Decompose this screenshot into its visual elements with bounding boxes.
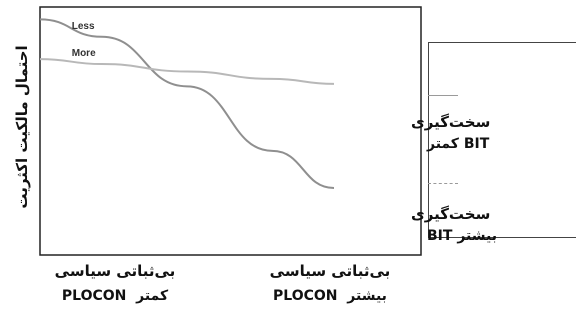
legend-item-less-line1: سخت‌گیری [411, 113, 491, 131]
series-label-more: More [72, 48, 96, 59]
legend: سخت‌گیری کمتر BIT سخت‌گیری BIT بیشتر [411, 42, 576, 244]
legend-item-more-qualifier: بیشتر [457, 228, 497, 244]
plot-border [39, 6, 422, 256]
x-category-low-line1: بی‌ثباتی سیاسی [54, 262, 176, 280]
legend-swatch-less [428, 95, 458, 96]
series-label-less: Less [72, 21, 95, 32]
x-category-low-code: PLOCON [61, 288, 127, 304]
x-category-high-qualifier: بیشتر [347, 288, 387, 304]
legend-item-more-code: BIT [427, 228, 453, 244]
legend-item-less-code: BIT [463, 136, 490, 152]
series-line-less [39, 18, 335, 190]
legend-item-less-qualifier: کمتر [427, 136, 459, 152]
legend-item-less: سخت‌گیری کمتر BIT [411, 111, 571, 155]
x-category-low-qualifier: کمتر [136, 288, 169, 304]
inline-series-labels: Less More [72, 21, 96, 59]
legend-item-more-line1: سخت‌گیری [411, 205, 491, 223]
legend-swatch-more [428, 183, 458, 184]
x-category-low: بی‌ثباتی سیاسی PLOCON کمتر [40, 262, 190, 304]
plot-frame [39, 6, 422, 256]
y-axis-label: احتمال مالکیت اکثریت [13, 45, 31, 209]
legend-item-more: سخت‌گیری BIT بیشتر [411, 203, 571, 247]
x-category-high: بی‌ثباتی سیاسی PLOCON بیشتر [250, 262, 410, 304]
x-category-high-code: PLOCON [273, 288, 338, 304]
series-layer [39, 18, 335, 190]
x-category-high-line1: بی‌ثباتی سیاسی [269, 262, 391, 280]
series-line-more [39, 58, 335, 85]
